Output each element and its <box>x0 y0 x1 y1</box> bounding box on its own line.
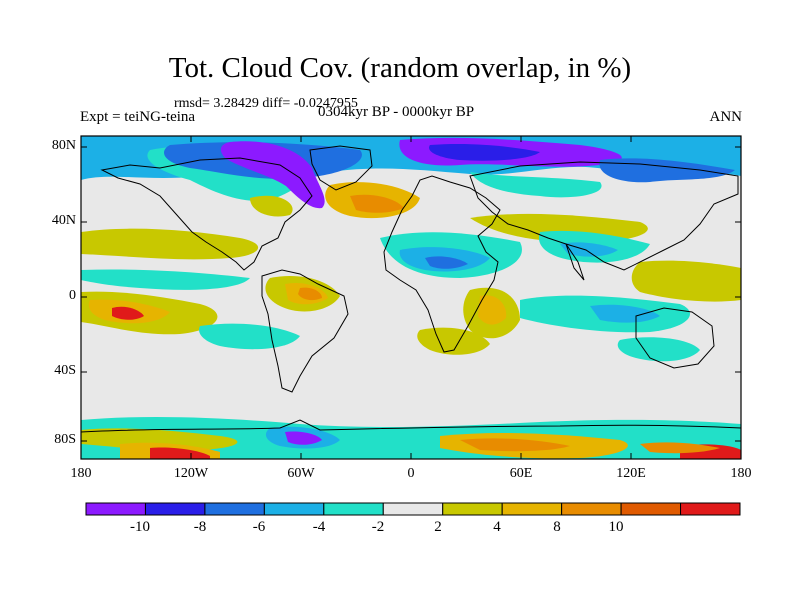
colorbar-box <box>204 502 265 516</box>
colorbar-box <box>442 502 503 516</box>
colorbar-box <box>263 502 325 516</box>
colorbar-box <box>85 502 146 516</box>
plot-title: Tot. Cloud Cov. (random overlap, in %) <box>168 52 632 84</box>
colorbar-label: -8 <box>193 519 207 535</box>
lat-label-40s: 40S <box>54 363 76 378</box>
colorbar-label: -6 <box>252 519 266 535</box>
colorbar-label: 10 <box>608 519 624 535</box>
lon-label-120e: 120E <box>616 466 646 481</box>
season-label: ANN <box>709 109 743 125</box>
colorbar-label: -2 <box>371 519 385 535</box>
lat-label-80n: 80N <box>51 138 76 153</box>
lat-label-40n: 40N <box>51 213 76 228</box>
lon-label-120w: 120W <box>173 466 209 481</box>
tick-marks <box>81 136 741 459</box>
experiment-label: Expt = teiNG-teina <box>80 109 196 125</box>
colorbar-box <box>680 502 741 516</box>
colorbar-box <box>323 502 384 516</box>
colorbar-box <box>561 502 622 516</box>
colorbar-box <box>501 502 563 516</box>
lat-label-80s: 80S <box>54 432 76 447</box>
lat-label-0: 0 <box>69 288 76 303</box>
period-label: 0304kyr BP - 0000kyr BP <box>318 104 475 120</box>
colorbar <box>85 502 741 516</box>
colorbar-box <box>382 502 444 516</box>
coastlines <box>81 145 741 433</box>
colorbar-label: 8 <box>553 519 561 535</box>
lon-label-60e: 60E <box>509 466 533 481</box>
colorbar-label: 2 <box>434 519 442 535</box>
stats-line: rmsd= 3.28429 diff= -0.0247955 <box>174 96 358 111</box>
colorbar-label: -4 <box>312 519 326 535</box>
lon-label-180w: 180 <box>70 466 92 481</box>
anomaly-field <box>81 136 741 459</box>
colorbar-box <box>620 502 682 516</box>
lon-label-0: 0 <box>407 466 415 481</box>
lon-label-180e: 180 <box>730 466 752 481</box>
colorbar-box <box>144 502 206 516</box>
colorbar-label: 4 <box>493 519 501 535</box>
colorbar-label: -10 <box>130 519 150 535</box>
lon-label-60w: 60W <box>287 466 315 481</box>
